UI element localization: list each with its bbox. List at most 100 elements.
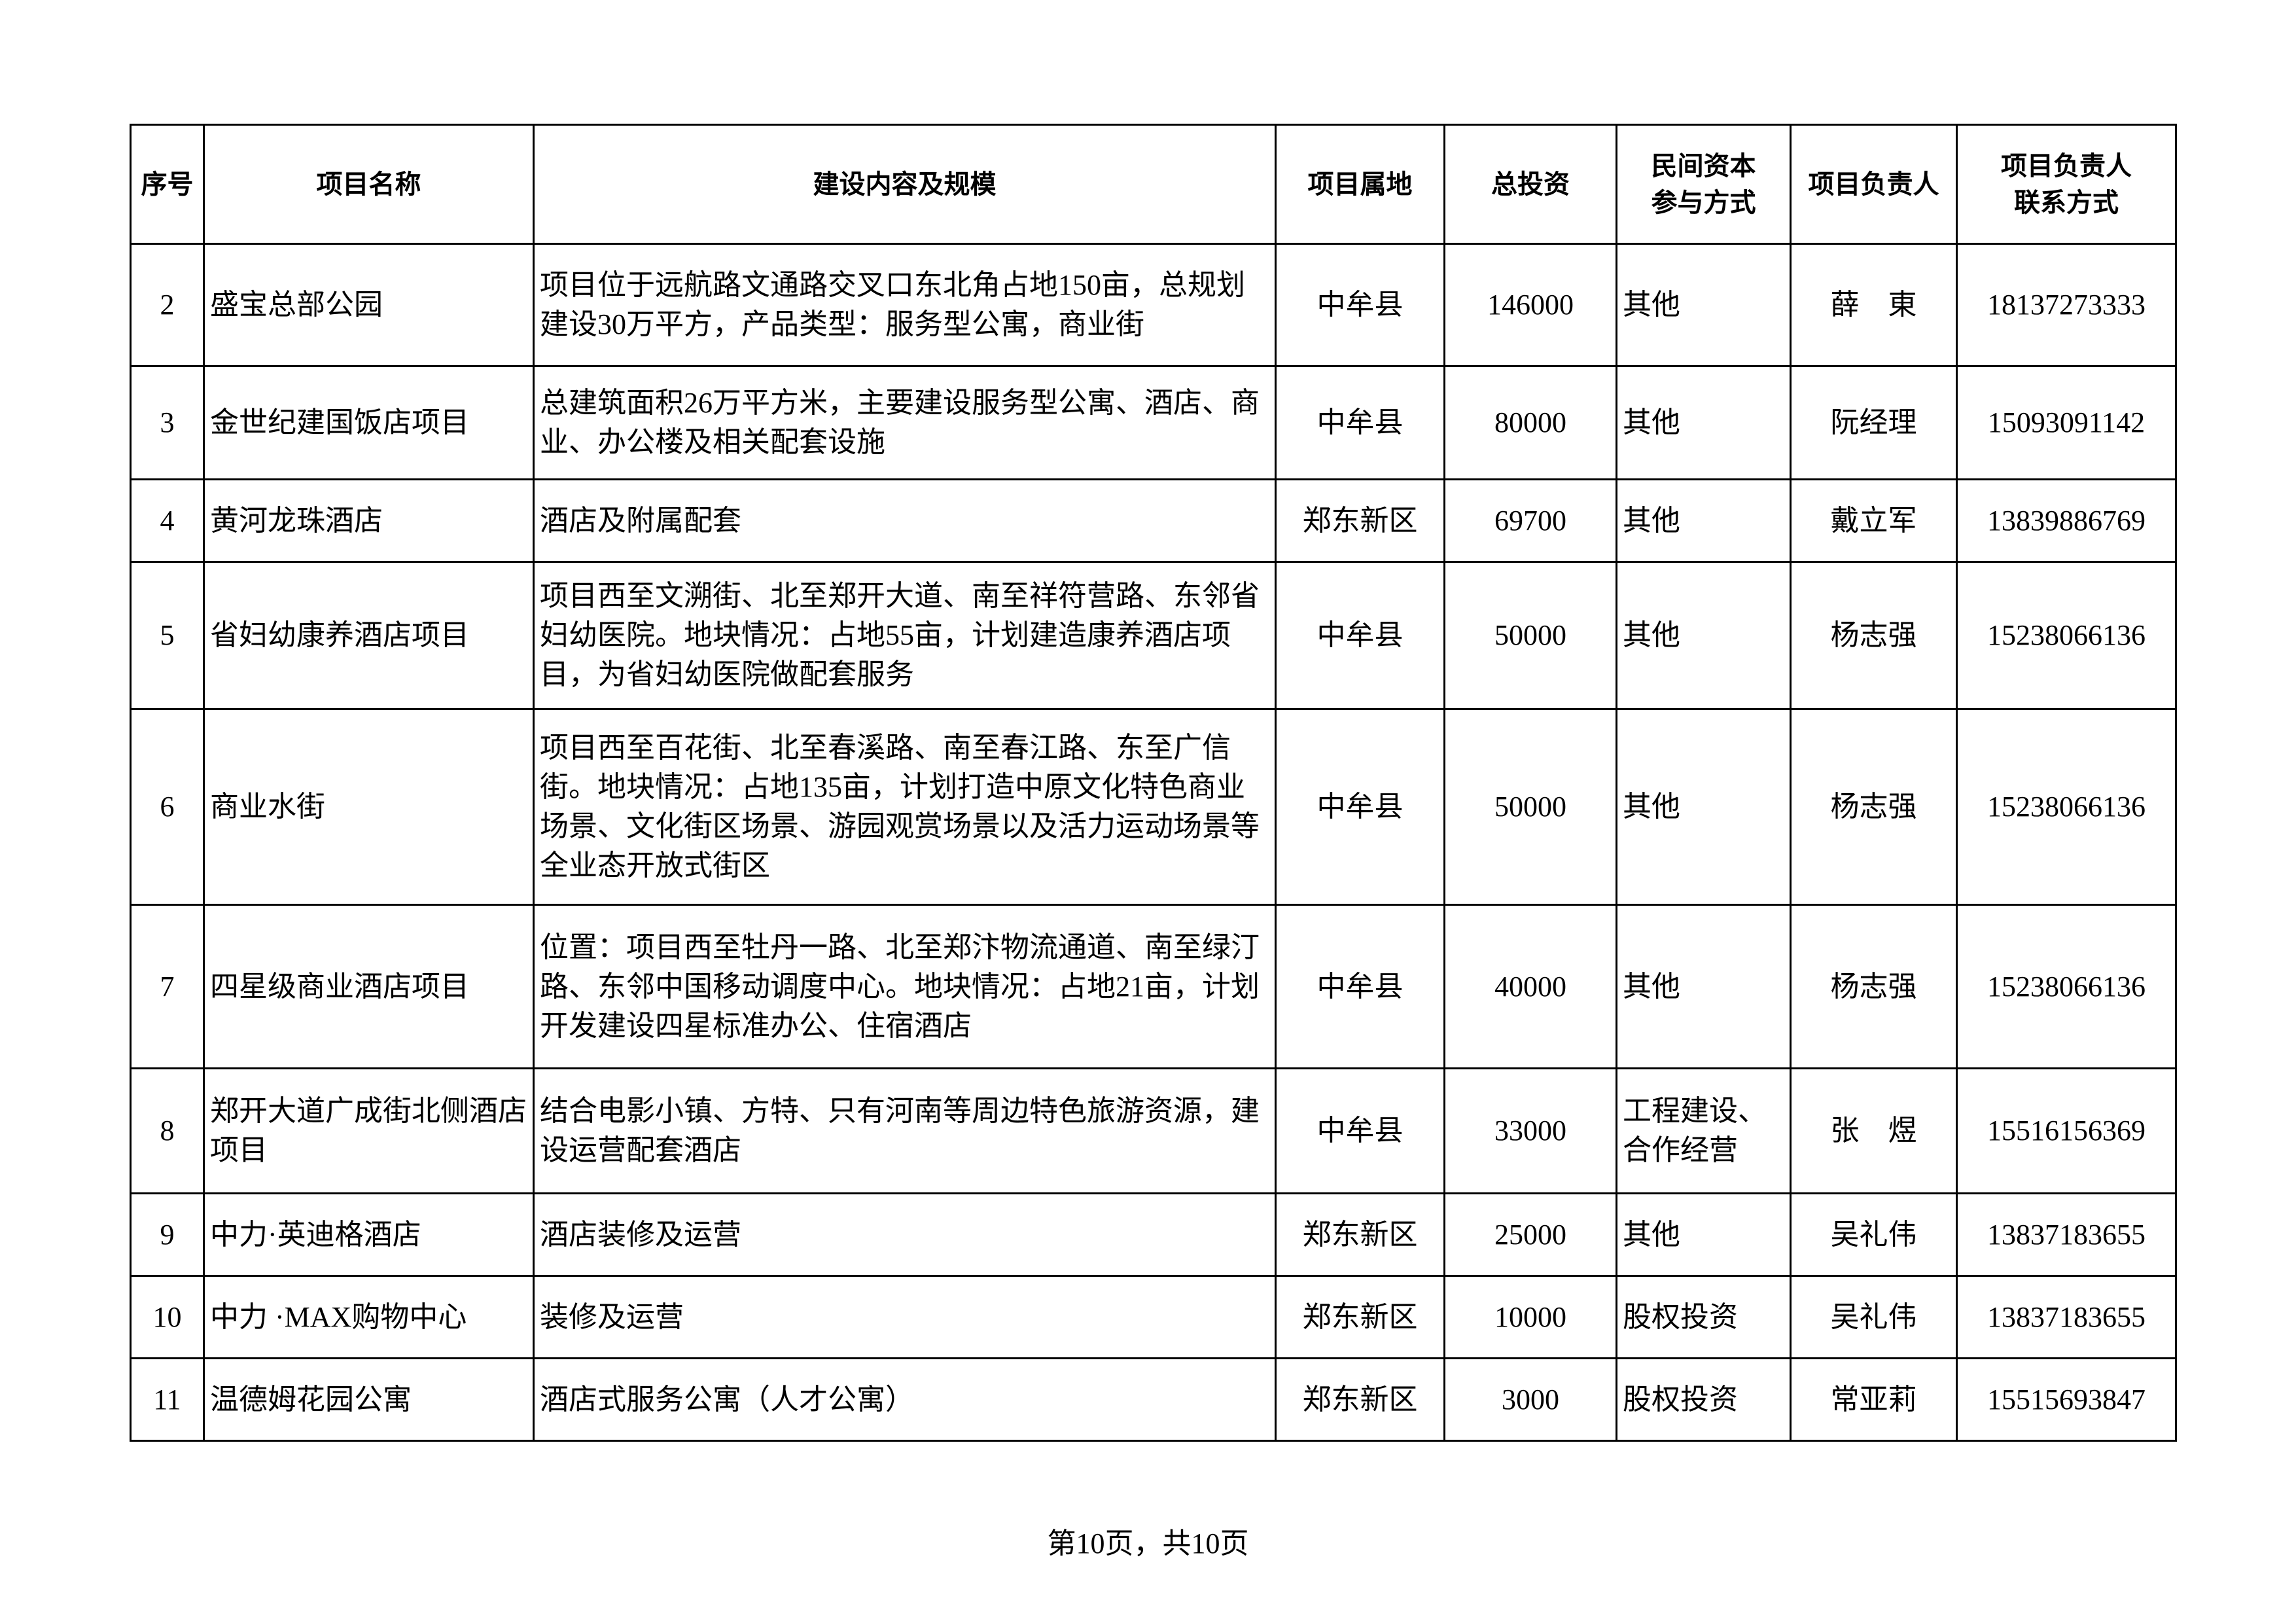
- cell-contact: 15238066136: [1956, 708, 2177, 906]
- cell-location: 郑东新区: [1275, 478, 1445, 563]
- cell-manager: 张 煜: [1790, 1067, 1958, 1194]
- header-name: 项目名称: [203, 124, 535, 245]
- cell-location: 郑东新区: [1275, 1275, 1445, 1359]
- cell-manager: 杨志强: [1790, 708, 1958, 906]
- cell-mode: 其他: [1616, 365, 1792, 480]
- cell-content: 项目位于远航路文通路交叉口东北角占地150亩，总规划建设30万平方，产品类型：服…: [533, 243, 1277, 367]
- cell-content: 酒店式服务公寓（人才公寓）: [533, 1357, 1277, 1442]
- cell-content: 装修及运营: [533, 1275, 1277, 1359]
- cell-manager: 常亚莉: [1790, 1357, 1958, 1442]
- cell-location: 中牟县: [1275, 708, 1445, 906]
- cell-contact: 15515693847: [1956, 1357, 2177, 1442]
- cell-contact: 15093091142: [1956, 365, 2177, 480]
- cell-mode: 其他: [1616, 904, 1792, 1069]
- cell-no: 2: [130, 243, 205, 367]
- cell-name: 四星级商业酒店项目: [203, 904, 535, 1069]
- cell-content: 项目西至文溯街、北至郑开大道、南至祥符营路、东邻省妇幼医院。地块情况：占地55亩…: [533, 561, 1277, 710]
- cell-investment: 25000: [1443, 1192, 1617, 1277]
- cell-mode: 其他: [1616, 243, 1792, 367]
- header-no: 序号: [130, 124, 205, 245]
- cell-mode: 股权投资: [1616, 1275, 1792, 1359]
- cell-content: 酒店装修及运营: [533, 1192, 1277, 1277]
- cell-mode: 工程建设、合作经营: [1616, 1067, 1792, 1194]
- cell-content: 酒店及附属配套: [533, 478, 1277, 563]
- cell-content: 项目西至百花街、北至春溪路、南至春江路、东至广信街。地块情况：占地135亩，计划…: [533, 708, 1277, 906]
- cell-mode: 其他: [1616, 478, 1792, 563]
- cell-location: 中牟县: [1275, 561, 1445, 710]
- cell-no: 6: [130, 708, 205, 906]
- table-row: 3 金世纪建国饭店项目 总建筑面积26万平方米，主要建设服务型公寓、酒店、商业、办公…: [130, 365, 2177, 480]
- table-row: 10 中力 ·MAX购物中心 装修及运营 郑东新区 10000 股权投资 吴礼伟 138371…: [130, 1275, 2177, 1359]
- cell-content: 位置：项目西至牡丹一路、北至郑汴物流通道、南至绿汀路、东邻中国移动调度中心。地块…: [533, 904, 1277, 1069]
- table-row: 4 黄河龙珠酒店 酒店及附属配套 郑东新区 69700 其他 戴立军 13839886769: [130, 478, 2177, 563]
- cell-investment: 69700: [1443, 478, 1617, 563]
- cell-no: 7: [130, 904, 205, 1069]
- cell-content: 结合电影小镇、方特、只有河南等周边特色旅游资源，建设运营配套酒店: [533, 1067, 1277, 1194]
- cell-investment: 33000: [1443, 1067, 1617, 1194]
- table-header-row: 序号 项目名称 建设内容及规模 项目属地 总投资 民间资本 参与方式 项目负责人 项目负责人 …: [130, 124, 2177, 245]
- cell-name: 中力·英迪格酒店: [203, 1192, 535, 1277]
- cell-investment: 40000: [1443, 904, 1617, 1069]
- cell-no: 5: [130, 561, 205, 710]
- cell-name: 黄河龙珠酒店: [203, 478, 535, 563]
- cell-investment: 50000: [1443, 561, 1617, 710]
- cell-location: 中牟县: [1275, 1067, 1445, 1194]
- cell-investment: 3000: [1443, 1357, 1617, 1442]
- cell-investment: 10000: [1443, 1275, 1617, 1359]
- cell-name: 中力 ·MAX购物中心: [203, 1275, 535, 1359]
- header-investment: 总投资: [1443, 124, 1617, 245]
- cell-location: 中牟县: [1275, 365, 1445, 480]
- table-row: 8 郑开大道广成街北侧酒店项目 结合电影小镇、方特、只有河南等周边特色旅游资源，建设…: [130, 1067, 2177, 1194]
- cell-no: 11: [130, 1357, 205, 1442]
- table-row: 2 盛宝总部公园 项目位于远航路文通路交叉口东北角占地150亩，总规划建设30万平方…: [130, 243, 2177, 367]
- cell-contact: 13837183655: [1956, 1192, 2177, 1277]
- cell-content: 总建筑面积26万平方米，主要建设服务型公寓、酒店、商业、办公楼及相关配套设施: [533, 365, 1277, 480]
- cell-location: 中牟县: [1275, 904, 1445, 1069]
- header-content: 建设内容及规模: [533, 124, 1277, 245]
- cell-name: 盛宝总部公园: [203, 243, 535, 367]
- cell-contact: 13839886769: [1956, 478, 2177, 563]
- project-table: 序号 项目名称 建设内容及规模 项目属地 总投资 民间资本 参与方式 项目负责人 项目负责人 …: [130, 124, 2177, 1442]
- cell-mode: 其他: [1616, 561, 1792, 710]
- header-location: 项目属地: [1275, 124, 1445, 245]
- cell-manager: 薛 東: [1790, 243, 1958, 367]
- cell-location: 郑东新区: [1275, 1357, 1445, 1442]
- page-footer: 第10页，共10页: [1047, 1527, 1249, 1560]
- cell-investment: 50000: [1443, 708, 1617, 906]
- cell-no: 9: [130, 1192, 205, 1277]
- cell-contact: 15238066136: [1956, 904, 2177, 1069]
- header-contact: 项目负责人 联系方式: [1956, 124, 2177, 245]
- cell-manager: 吴礼伟: [1790, 1192, 1958, 1277]
- cell-manager: 阮经理: [1790, 365, 1958, 480]
- header-manager: 项目负责人: [1790, 124, 1958, 245]
- cell-location: 郑东新区: [1275, 1192, 1445, 1277]
- cell-name: 商业水街: [203, 708, 535, 906]
- cell-no: 8: [130, 1067, 205, 1194]
- table-row: 5 省妇幼康养酒店项目 项目西至文溯街、北至郑开大道、南至祥符营路、东邻省妇幼医院。…: [130, 561, 2177, 710]
- cell-manager: 杨志强: [1790, 904, 1958, 1069]
- cell-contact: 18137273333: [1956, 243, 2177, 367]
- cell-name: 郑开大道广成街北侧酒店项目: [203, 1067, 535, 1194]
- cell-name: 温德姆花园公寓: [203, 1357, 535, 1442]
- cell-mode: 股权投资: [1616, 1357, 1792, 1442]
- table-row: 9 中力·英迪格酒店 酒店装修及运营 郑东新区 25000 其他 吴礼伟 1383718365…: [130, 1192, 2177, 1277]
- cell-contact: 15516156369: [1956, 1067, 2177, 1194]
- table-row: 6 商业水街 项目西至百花街、北至春溪路、南至春江路、东至广信街。地块情况：占地13…: [130, 708, 2177, 906]
- table-row: 11 温德姆花园公寓 酒店式服务公寓（人才公寓） 郑东新区 3000 股权投资 常亚莉 155…: [130, 1357, 2177, 1442]
- cell-mode: 其他: [1616, 708, 1792, 906]
- cell-mode: 其他: [1616, 1192, 1792, 1277]
- cell-location: 中牟县: [1275, 243, 1445, 367]
- cell-name: 省妇幼康养酒店项目: [203, 561, 535, 710]
- cell-contact: 13837183655: [1956, 1275, 2177, 1359]
- header-mode: 民间资本 参与方式: [1616, 124, 1792, 245]
- cell-manager: 吴礼伟: [1790, 1275, 1958, 1359]
- cell-name: 金世纪建国饭店项目: [203, 365, 535, 480]
- cell-no: 10: [130, 1275, 205, 1359]
- cell-contact: 15238066136: [1956, 561, 2177, 710]
- cell-investment: 146000: [1443, 243, 1617, 367]
- cell-investment: 80000: [1443, 365, 1617, 480]
- cell-manager: 杨志强: [1790, 561, 1958, 710]
- table-row: 7 四星级商业酒店项目 位置：项目西至牡丹一路、北至郑汴物流通道、南至绿汀路、东邻中…: [130, 904, 2177, 1069]
- cell-no: 3: [130, 365, 205, 480]
- cell-no: 4: [130, 478, 205, 563]
